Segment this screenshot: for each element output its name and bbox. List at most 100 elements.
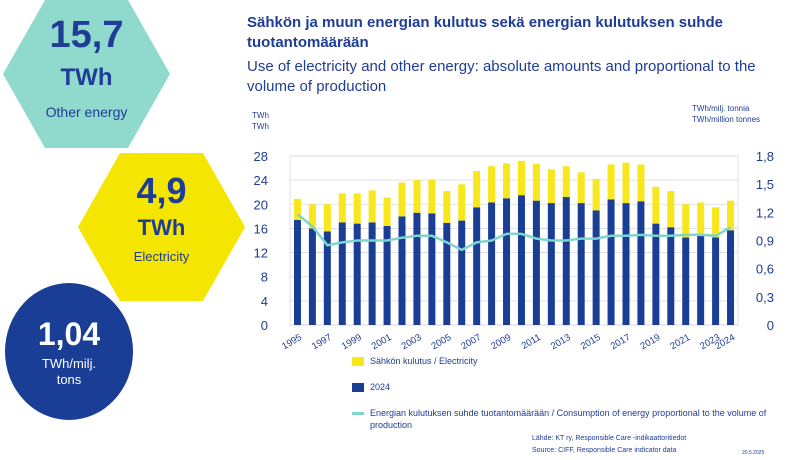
left-tick-label: 12 — [254, 246, 268, 261]
source-en: Source: CIFF, Responsible Care indicator… — [532, 447, 677, 454]
bar-electricity — [637, 164, 645, 202]
legend-ratio-label: Energian kulutuksen suhde tuotantomäärää… — [370, 408, 767, 430]
left-axis-unit-fi: TWh — [252, 111, 269, 120]
bar-electricity — [667, 191, 675, 228]
source-fi: Lähde: KT ry, Responsible Care -indikaat… — [532, 435, 687, 442]
bar-2024 — [368, 222, 376, 325]
bar-2024 — [517, 195, 525, 325]
bar-2024 — [323, 231, 331, 325]
bar-electricity — [413, 180, 421, 213]
bar-2024 — [338, 222, 346, 325]
bar-electricity — [473, 171, 481, 208]
x-tick-label: 1997 — [310, 332, 334, 352]
bar-electricity — [577, 172, 585, 204]
x-tick-label: 2019 — [639, 332, 663, 352]
bar-electricity — [682, 204, 690, 238]
bar-2024 — [458, 220, 466, 325]
bar-2024 — [697, 235, 705, 325]
bar-electricity — [607, 164, 615, 200]
bar-electricity — [592, 178, 600, 211]
legend-other-swatch — [352, 383, 364, 392]
bar-2024 — [503, 198, 511, 325]
right-axis-unit: TWh/milj. tonnia TWh/million tonnes — [692, 103, 760, 125]
bar-electricity — [547, 169, 555, 204]
bar-electricity — [368, 190, 376, 223]
bar-2024 — [308, 228, 316, 325]
bar-electricity — [622, 162, 630, 204]
electricity-unit: TWh — [137, 215, 186, 240]
bar-electricity — [488, 166, 496, 203]
bar-2024 — [547, 203, 555, 325]
right-tick-label: 1,8 — [756, 149, 774, 164]
other-energy-value: 15,7 — [49, 14, 124, 56]
bar-2024 — [353, 223, 361, 325]
other-energy-label: Other energy — [45, 104, 128, 120]
left-tick-label: 20 — [254, 197, 268, 212]
bar-2024 — [682, 237, 690, 325]
electricity-value: 4,9 — [136, 170, 187, 211]
bar-2024 — [413, 212, 421, 325]
bar-2024 — [652, 223, 660, 325]
other-energy-hexagon — [3, 0, 170, 148]
bar-2024 — [532, 200, 540, 325]
bar-electricity — [323, 204, 331, 232]
bar-2024 — [488, 202, 496, 325]
left-tick-label: 28 — [254, 149, 268, 164]
other-energy-unit: TWh — [60, 64, 113, 91]
left-axis-unit-en: TWh — [252, 122, 269, 131]
x-tick-label: 2011 — [520, 332, 543, 352]
right-tick-label: 1,5 — [756, 177, 774, 192]
legend-electricity-swatch — [352, 357, 364, 366]
electricity-label: Electricity — [133, 249, 190, 264]
x-tick-label: 2003 — [400, 332, 424, 352]
left-tick-label: 8 — [261, 270, 268, 285]
bar-2024 — [383, 226, 391, 325]
bar-electricity — [712, 207, 720, 238]
bar-electricity — [353, 193, 361, 224]
bar-2024 — [637, 201, 645, 325]
x-tick-label: 2021 — [668, 332, 692, 352]
ratio-value: 1,04 — [37, 316, 101, 352]
bar-electricity — [532, 163, 540, 201]
bar-electricity — [697, 202, 705, 236]
right-axis-unit-fi: TWh/milj. tonnia — [692, 104, 750, 113]
bar-electricity — [443, 191, 451, 223]
left-axis-unit: TWh TWh — [252, 110, 269, 132]
bar-2024 — [712, 237, 720, 325]
x-tick-label: 2017 — [609, 332, 633, 352]
left-tick-label: 16 — [254, 221, 268, 236]
plot-frame — [289, 155, 739, 326]
ratio-line — [296, 213, 732, 252]
ratio-unit: TWh/milj. tons — [41, 356, 97, 387]
x-tick-label: 2009 — [489, 332, 513, 352]
bar-electricity — [293, 198, 301, 220]
bar-electricity — [428, 179, 436, 214]
ratio-circle — [5, 283, 133, 420]
bar-2024 — [577, 203, 585, 325]
bar-electricity — [727, 200, 735, 231]
bar-electricity — [503, 163, 511, 199]
bar-electricity — [383, 197, 391, 227]
left-tick-label: 0 — [261, 318, 268, 333]
bar-electricity — [398, 182, 406, 217]
x-tick-label: 2007 — [459, 332, 483, 352]
x-tick-label: 1999 — [340, 332, 364, 352]
chart-title-en: Use of electricity and other energy: abs… — [247, 58, 756, 95]
bar-2024 — [428, 213, 436, 325]
left-tick-label: 4 — [261, 294, 268, 309]
right-tick-label: 1,2 — [756, 205, 774, 220]
x-tick-label: 1995 — [280, 332, 304, 352]
bar-electricity — [458, 184, 466, 221]
bar-2024 — [727, 230, 735, 325]
legend-ratio-swatch — [352, 412, 364, 415]
bar-electricity — [517, 160, 525, 196]
right-tick-label: 0,9 — [756, 234, 774, 249]
legend-electricity-label: Sähkön kulutus / Electricity — [370, 356, 478, 366]
bar-electricity — [338, 193, 346, 223]
bar-2024 — [622, 203, 630, 325]
chart-title-fi: Sähkön ja muun energian kulutus sekä ene… — [247, 14, 723, 51]
bar-2024 — [293, 219, 301, 325]
x-tick-label: 2005 — [429, 332, 453, 352]
bar-electricity — [562, 166, 570, 198]
